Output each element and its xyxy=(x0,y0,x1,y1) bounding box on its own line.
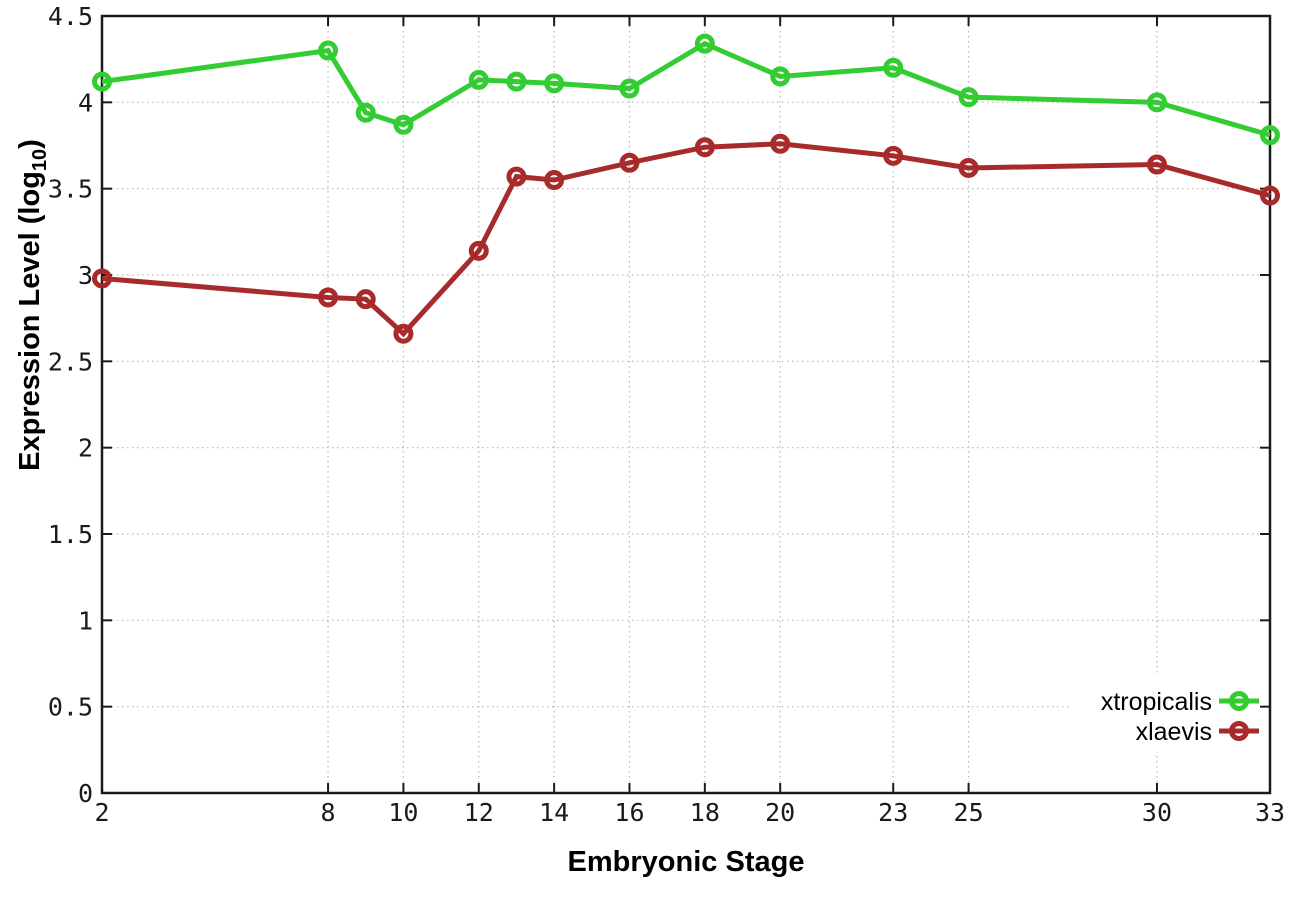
y-tick-label: 0.5 xyxy=(48,693,93,722)
y-tick-label: 4 xyxy=(78,88,93,117)
y-tick-label: 1 xyxy=(78,606,93,635)
data-point-marker xyxy=(355,102,376,123)
y-tick-label: 4.5 xyxy=(48,2,93,31)
data-point-marker xyxy=(544,170,565,191)
x-tick-label: 20 xyxy=(765,798,795,827)
data-point-marker xyxy=(318,40,339,61)
x-tick-label: 12 xyxy=(464,798,494,827)
legend-marker-icon xyxy=(1229,691,1249,711)
x-tick-label: 8 xyxy=(321,798,336,827)
data-point-marker xyxy=(1146,92,1167,113)
legend-label: xtropicalis xyxy=(1101,688,1212,716)
data-point-marker xyxy=(958,157,979,178)
data-point-marker xyxy=(544,73,565,94)
x-tick-label: 23 xyxy=(878,798,908,827)
y-axis-title: Expression Level (log10) xyxy=(14,139,52,471)
y-axis-title-closeparen: ) xyxy=(14,139,46,149)
data-point-marker xyxy=(1146,154,1167,175)
data-point-marker xyxy=(393,114,414,135)
data-point-marker xyxy=(619,78,640,99)
data-point-marker xyxy=(883,57,904,78)
y-tick-label: 1.5 xyxy=(48,520,93,549)
data-point-marker xyxy=(92,71,112,92)
data-point-marker xyxy=(770,133,791,154)
y-axis-title-subscript: 10 xyxy=(29,148,51,172)
data-point-marker xyxy=(506,166,527,187)
legend-label: xlaevis xyxy=(1136,718,1212,746)
data-point-marker xyxy=(1260,185,1280,206)
x-tick-label: 30 xyxy=(1142,798,1172,827)
y-axis-title-text: Expression Level (log xyxy=(14,171,46,471)
x-tick-label: 33 xyxy=(1255,798,1285,827)
x-axis-title: Embryonic Stage xyxy=(567,846,805,878)
data-point-marker xyxy=(883,145,904,166)
legend-marker-icon xyxy=(1229,721,1249,741)
x-tick-label: 14 xyxy=(539,798,569,827)
data-point-marker xyxy=(770,66,791,87)
series-line xyxy=(101,141,1271,338)
axis-tick-labels: 2 8 10 12 14 16 18 20 23 25 30 33 0 0.5 1 1.5 2 2.5 3 3.5 4 4… xyxy=(48,2,1285,827)
series-xlaevis xyxy=(92,133,1280,344)
x-tick-label: 16 xyxy=(614,798,644,827)
data-point-marker xyxy=(92,268,112,289)
legend-item-xlaevis: xlaevis xyxy=(1136,718,1259,746)
x-tick-label: 18 xyxy=(690,798,720,827)
y-tick-label: 2.5 xyxy=(48,347,93,376)
series-line xyxy=(101,40,1271,138)
x-tick-label: 2 xyxy=(94,798,109,827)
data-point-marker xyxy=(1260,125,1280,146)
data-point-marker xyxy=(355,289,376,310)
data-point-marker xyxy=(318,287,339,308)
y-tick-label: 3.5 xyxy=(48,175,93,204)
legend-item-xtropicalis: xtropicalis xyxy=(1101,688,1259,716)
y-tick-label: 3 xyxy=(78,261,93,290)
y-tick-label: 2 xyxy=(78,434,93,463)
axis-ticks xyxy=(101,15,1271,794)
data-point-marker xyxy=(393,323,414,344)
x-tick-label: 10 xyxy=(388,798,418,827)
data-point-marker xyxy=(694,137,715,158)
x-tick-label: 25 xyxy=(954,798,984,827)
data-point-marker xyxy=(694,33,715,54)
data-point-marker xyxy=(468,240,489,261)
data-point-marker xyxy=(958,87,979,108)
series-xtropicalis xyxy=(92,33,1280,146)
data-point-marker xyxy=(468,69,489,90)
y-tick-label: 0 xyxy=(78,779,93,808)
data-point-marker xyxy=(619,152,640,173)
data-point-marker xyxy=(506,71,527,92)
plot-border xyxy=(100,14,1272,795)
